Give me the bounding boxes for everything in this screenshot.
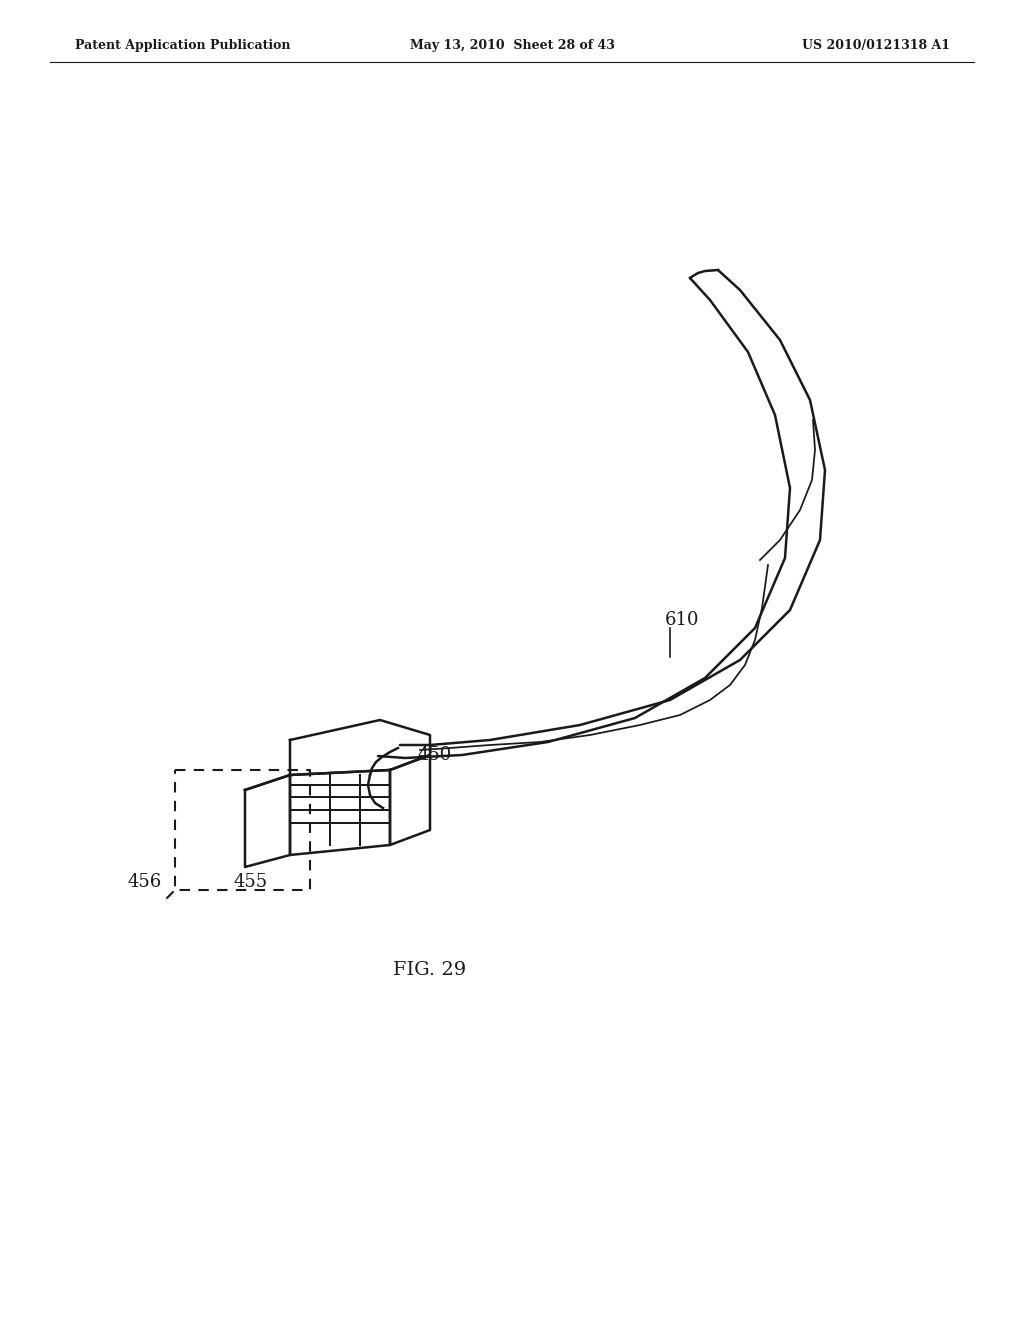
Text: FIG. 29: FIG. 29 (393, 961, 467, 979)
Text: Patent Application Publication: Patent Application Publication (75, 38, 291, 51)
Text: 610: 610 (665, 611, 699, 630)
Text: US 2010/0121318 A1: US 2010/0121318 A1 (802, 38, 950, 51)
Text: 450: 450 (418, 746, 453, 764)
Text: May 13, 2010  Sheet 28 of 43: May 13, 2010 Sheet 28 of 43 (410, 38, 614, 51)
Text: 455: 455 (233, 873, 267, 891)
Text: 456: 456 (128, 873, 162, 891)
